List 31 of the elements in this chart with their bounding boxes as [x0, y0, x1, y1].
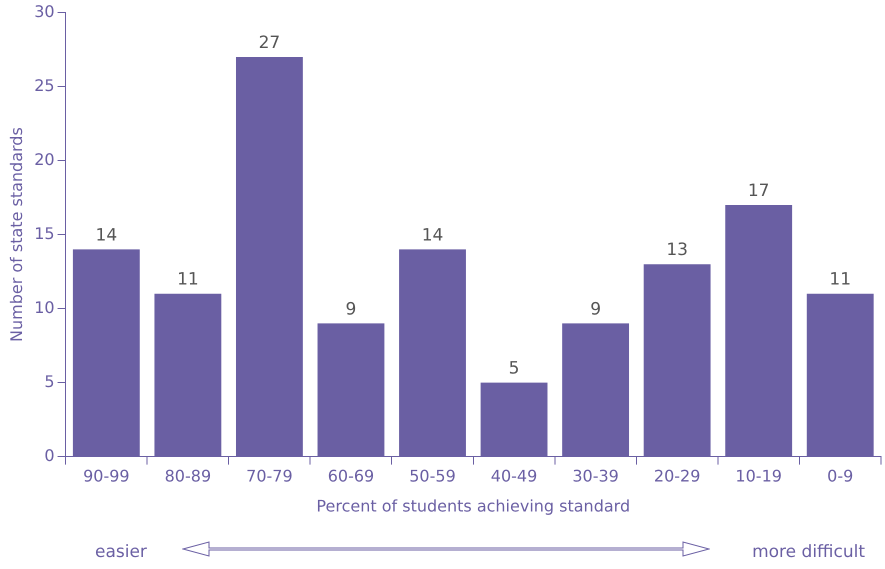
x-tick-label: 90-99 [83, 466, 130, 486]
y-tick-label: 25 [34, 76, 55, 95]
data-label: 9 [590, 299, 602, 320]
data-label: 14 [422, 225, 444, 246]
data-label: 14 [96, 225, 118, 246]
y-tick-label: 0 [44, 446, 55, 465]
x-tick-label: 80-89 [164, 466, 212, 486]
y-tick-label: 10 [34, 298, 55, 317]
text: more difficult [752, 542, 865, 562]
x-tick-label: 50-59 [409, 466, 456, 486]
x-tick-label: 40-49 [490, 466, 538, 486]
data-label: 5 [508, 358, 520, 379]
x-tick-label: 70-79 [246, 466, 293, 486]
data-label: 9 [346, 299, 356, 320]
data-label: 11 [177, 270, 199, 290]
y-axis-title: Number of state standards [6, 127, 26, 342]
y-tick-label: 5 [44, 372, 55, 391]
y-tick-label: 30 [34, 2, 55, 21]
x-tick-label: 60-69 [328, 466, 374, 486]
y-tick-label: 20 [34, 150, 55, 169]
x-tick-label: 10-19 [735, 466, 782, 486]
x-tick-label: 20-29 [654, 466, 700, 486]
data-label: 27 [258, 32, 280, 53]
y-tick-label: 15 [34, 224, 55, 243]
data-label: 11 [829, 270, 852, 290]
data-label: 13 [666, 240, 688, 260]
x-axis-title: Percent of students achieving standard [316, 496, 630, 516]
data-label: 17 [748, 180, 770, 201]
x-tick-label: 30-39 [572, 466, 619, 486]
text: easier [95, 542, 147, 562]
x-tick-label: 0-9 [827, 466, 854, 486]
